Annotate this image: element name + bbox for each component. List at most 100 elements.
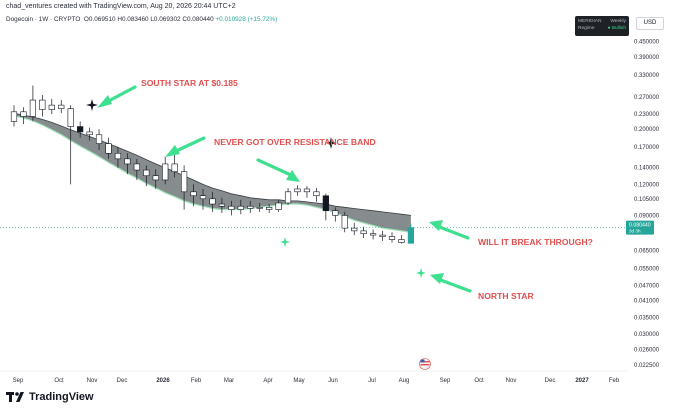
candle: [332, 207, 339, 222]
time-tick-label: 2027: [575, 378, 589, 384]
candle-body: [266, 207, 273, 210]
candle-body: [388, 236, 396, 240]
time-tick-label: Dec: [545, 378, 556, 384]
time-axis[interactable]: Sep Oct Nov Dec 2026 Feb Mar Apr May Jun Jul Aug Sep…: [13, 378, 620, 384]
time-tick-label: 2026: [156, 378, 170, 384]
candle-body: [398, 239, 405, 243]
candle: [171, 153, 178, 178]
candle: [181, 165, 188, 210]
candle-body: [77, 126, 84, 133]
candle-body: [133, 163, 140, 171]
candle-body: [152, 175, 159, 181]
candle: [303, 186, 311, 198]
chart-credit: chad_ventures created with TradingView.c…: [6, 3, 236, 10]
symbol-name[interactable]: Dogecoin · 1W · CRYPTO: [6, 16, 81, 23]
candle: [77, 121, 84, 138]
price-tick-label: 0.030000: [634, 332, 660, 338]
candle: [105, 137, 112, 159]
annotation-south-star: SOUTH STAR AT $0.185: [141, 78, 238, 88]
currency-button[interactable]: USD: [636, 17, 664, 30]
candle-body: [105, 143, 112, 154]
brand-name: TradingView: [29, 391, 94, 403]
candle-body: [95, 134, 103, 144]
candle-body: [48, 104, 55, 110]
candle: [322, 193, 329, 221]
flag-icon[interactable]: [419, 358, 431, 370]
indicator-title: MERIDIAN: [578, 19, 602, 24]
time-tick-label: May: [293, 378, 304, 384]
candle-body: [20, 111, 27, 117]
candles: [10, 85, 415, 244]
candle-body: [369, 233, 377, 236]
candle-body: [124, 158, 131, 165]
candle: [67, 105, 74, 185]
candle: [341, 211, 348, 233]
candle: [209, 191, 216, 212]
price-tick-label: 0.090000: [634, 213, 660, 219]
candle: [39, 94, 46, 117]
candle: [162, 156, 169, 185]
candle-body: [228, 205, 235, 210]
time-tick-label: Feb: [191, 378, 202, 384]
candle: [247, 200, 254, 214]
time-tick-label: Mar: [224, 378, 234, 384]
candle: [133, 158, 140, 180]
time-tick-label: Jun: [328, 378, 338, 384]
tradingview-footer[interactable]: TradingView: [6, 391, 94, 403]
candle-body: [181, 171, 188, 193]
candle-body: [10, 111, 18, 122]
time-tick-label: Nov: [87, 378, 98, 384]
price-tick-label: 0.450000: [634, 40, 660, 46]
arrow-south-star: [97, 85, 137, 108]
time-tick-label: Sep: [13, 378, 24, 384]
indicator-timeframe: Weekly: [610, 19, 626, 24]
price-tick-label: 0.390000: [634, 55, 660, 61]
price-tick-label: 0.330000: [634, 73, 660, 79]
candle-body: [360, 230, 367, 234]
price-tick-label: 0.041000: [634, 298, 660, 304]
price-axis[interactable]: 0.450000 0.390000 0.330000 0.270000 0.230000…: [634, 40, 660, 369]
candle: [86, 127, 93, 141]
price-tag-countdown: 3d 3h: [629, 229, 641, 234]
candle-body: [275, 202, 282, 210]
time-tick-label: Apr: [263, 378, 272, 384]
candle: [398, 235, 405, 244]
candle-body: [162, 163, 169, 181]
annotation-break-through: WILL IT BREAK THROUGH?: [478, 237, 593, 247]
candle-body: [199, 195, 207, 200]
candle-body: [247, 205, 254, 209]
current-price-tag: 0.080440 3d 3h: [626, 220, 654, 235]
dark-star-icon: [325, 137, 337, 149]
price-tag-value: 0.080440: [629, 223, 651, 229]
candle: [379, 230, 386, 242]
candle-body: [58, 104, 65, 109]
regime-value: ● Bullish: [607, 26, 626, 31]
candle: [199, 188, 207, 210]
dark-star-icon: [86, 99, 98, 111]
candle-body: [341, 215, 348, 229]
time-tick-label: Feb: [609, 378, 620, 384]
price-tick-label: 0.105000: [634, 197, 660, 203]
candle: [228, 200, 235, 216]
tradingview-logo-icon: [6, 392, 24, 402]
candle-body: [303, 188, 311, 193]
candle: [190, 184, 197, 207]
candle: [20, 107, 27, 124]
meridian-indicator-box[interactable]: MERIDIAN Weekly Regime ● Bullish: [575, 16, 629, 36]
candle-body: [332, 210, 339, 216]
candle: [29, 85, 37, 122]
symbol-legend: Dogecoin · 1W · CRYPTO O0.069510 H0.0834…: [6, 16, 277, 23]
candle-body: [190, 191, 197, 197]
price-tick-label: 0.022500: [634, 363, 660, 369]
candle-body: [379, 234, 386, 237]
price-tick-label: 0.200000: [634, 127, 660, 133]
resistance-band: [13, 112, 411, 233]
time-tick-label: Oct: [474, 378, 484, 384]
candle: [10, 105, 18, 127]
price-tick-label: 0.035000: [634, 315, 660, 321]
time-tick-label: Dec: [117, 378, 128, 384]
annotation-north-star: NORTH STAR: [478, 291, 534, 301]
price-tick-label: 0.055000: [634, 267, 660, 273]
candle: [143, 165, 150, 187]
